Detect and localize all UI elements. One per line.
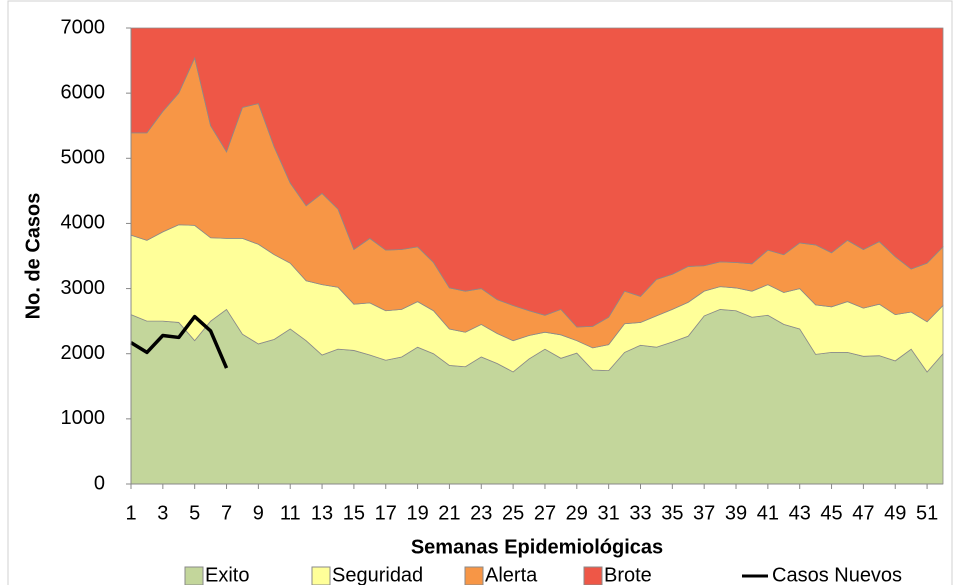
y-tick-label: 1000 <box>61 407 106 429</box>
x-tick-label: 9 <box>253 502 264 524</box>
legend-label: Exito <box>205 564 249 585</box>
x-tick-label: 25 <box>502 502 524 524</box>
x-tick-label: 35 <box>661 502 683 524</box>
x-tick-label: 47 <box>852 502 874 524</box>
legend-label: Seguridad <box>332 564 423 585</box>
x-tick-label: 37 <box>693 502 715 524</box>
y-tick-label: 3000 <box>61 277 106 299</box>
y-tick-label: 5000 <box>61 147 106 169</box>
x-tick-label: 41 <box>757 502 779 524</box>
legend-swatch <box>583 566 603 585</box>
legend-swatch <box>184 566 204 585</box>
y-tick-label: 2000 <box>61 342 106 364</box>
y-tick-label: 0 <box>94 472 105 494</box>
chart-frame <box>7 0 953 585</box>
x-tick-label: 11 <box>280 502 301 524</box>
x-tick-label: 17 <box>375 502 397 524</box>
legend-swatch <box>464 566 484 585</box>
x-axis-label: Semanas Epidemiológicas <box>411 536 663 558</box>
y-tick-label: 4000 <box>61 212 106 234</box>
x-tick-label: 21 <box>438 502 460 524</box>
x-tick-label: 31 <box>598 502 620 524</box>
legend-label: Alerta <box>485 564 538 585</box>
x-tick-label: 27 <box>534 502 556 524</box>
x-tick-label: 19 <box>406 502 428 524</box>
x-tick-label: 43 <box>789 502 811 524</box>
legend-label: Casos Nuevos <box>772 564 902 585</box>
legend-swatch <box>311 566 331 585</box>
y-tick-label: 7000 <box>61 16 106 38</box>
legend-label: Brote <box>604 564 652 585</box>
x-tick-label: 51 <box>916 502 938 524</box>
x-tick-label: 15 <box>343 502 365 524</box>
x-tick-label: 33 <box>629 502 651 524</box>
x-tick-label: 45 <box>820 502 842 524</box>
x-tick-label: 49 <box>884 502 906 524</box>
x-tick-label: 29 <box>566 502 588 524</box>
x-tick-label: 3 <box>157 502 168 524</box>
line <box>130 314 229 369</box>
x-tick-label: 1 <box>125 502 136 524</box>
y-tick-label: 6000 <box>61 81 106 103</box>
x-tick-label: 5 <box>189 502 200 524</box>
x-tick-label: 13 <box>311 502 333 524</box>
x-tick-label: 7 <box>221 502 232 524</box>
x-tick-label: 23 <box>470 502 492 524</box>
x-tick-label: 39 <box>725 502 747 524</box>
y-axis-label: No. de Casos <box>22 193 44 320</box>
area <box>130 27 944 328</box>
